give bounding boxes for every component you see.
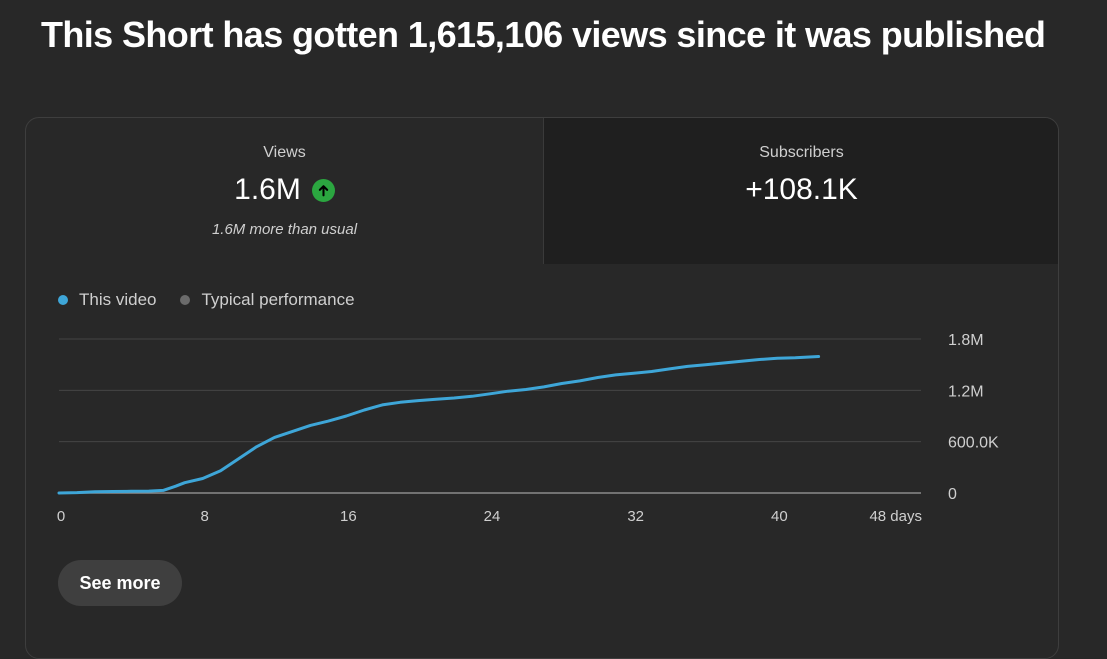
chart-legend: This video Typical performance: [58, 290, 379, 310]
x-tick-label: 16: [340, 508, 357, 525]
legend-label-typical: Typical performance: [201, 290, 355, 309]
x-tick-label: 24: [484, 508, 501, 525]
y-tick-label: 1.8M: [948, 332, 984, 349]
legend-dot-typical: [180, 295, 191, 305]
page-title: This Short has gotten 1,615,106 views si…: [41, 14, 1046, 55]
y-tick-label: 600.0K: [948, 435, 999, 452]
chart-gridlines: [59, 338, 921, 494]
see-more-button[interactable]: See more: [58, 560, 182, 606]
legend-item-this-video: This video: [58, 290, 156, 310]
subscribers-value-row: +108.1K: [544, 171, 1058, 209]
arrow-up-circle-icon: [311, 178, 335, 202]
analytics-card: Views 1.6M 1.6M more than usual Subscrib…: [25, 117, 1059, 659]
chart-series: [57, 355, 821, 495]
legend-dot-this-video: [58, 295, 68, 305]
x-tick-label: 32: [627, 508, 644, 525]
x-tick-label: 0: [57, 508, 65, 525]
y-axis-labels: 0 600.0K 1.2M 1.8M: [948, 332, 999, 503]
y-tick-label: 0: [948, 486, 957, 503]
y-tick-label: 1.2M: [948, 383, 984, 400]
views-label: Views: [263, 144, 306, 161]
series-line-this-video: [57, 355, 821, 495]
x-tick-label: 40: [771, 508, 788, 525]
x-axis-labels: 0 8 16 24 32 40 48 days: [57, 508, 922, 525]
subscribers-label: Subscribers: [759, 144, 844, 161]
x-tick-label: 8: [200, 508, 208, 525]
metric-tabs: Views 1.6M 1.6M more than usual Subscrib…: [26, 118, 1058, 264]
views-line-chart: 0 600.0K 1.2M 1.8M 0 8 16 24 32 40 48 days: [57, 332, 999, 525]
legend-label-this-video: This video: [79, 290, 157, 309]
legend-item-typical: Typical performance: [180, 290, 355, 310]
views-value: 1.6M: [234, 173, 301, 206]
x-tick-label: 48 days: [869, 508, 922, 525]
tab-views[interactable]: Views 1.6M 1.6M more than usual: [26, 118, 543, 264]
tab-subscribers[interactable]: Subscribers +108.1K: [543, 118, 1058, 264]
views-value-row: 1.6M: [26, 171, 543, 209]
views-comparison-note: 1.6M more than usual: [211, 221, 358, 238]
subscribers-value: +108.1K: [745, 173, 858, 206]
